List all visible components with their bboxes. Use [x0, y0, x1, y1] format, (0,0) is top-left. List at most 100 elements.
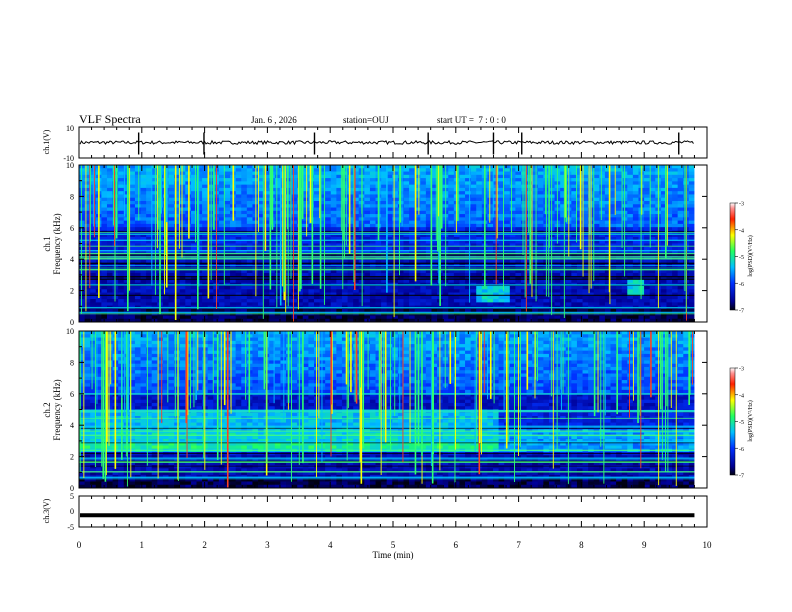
spec-cell: [112, 279, 119, 284]
spec-cell: [459, 220, 466, 225]
spec-cell: [174, 220, 181, 225]
spec-cell: [134, 243, 141, 248]
spec-cell: [509, 210, 516, 215]
spec-cell: [403, 178, 410, 182]
spec-cell: [308, 165, 315, 169]
spec-cell: [246, 295, 253, 300]
spec-cell: [196, 269, 203, 274]
spec-cell: [593, 315, 600, 320]
spec-cell: [190, 174, 197, 179]
spec-cell: [392, 200, 399, 205]
spec-cell: [123, 250, 130, 254]
spec-cell: [353, 174, 360, 179]
spec-cell: [79, 259, 85, 264]
spec-cell: [593, 272, 600, 277]
spec-cell: [554, 302, 561, 307]
spec-cell: [476, 214, 483, 218]
spec-cell: [308, 299, 315, 303]
spec-cell: [588, 289, 595, 293]
spec-cell: [521, 246, 527, 251]
spec-cell: [101, 220, 108, 225]
spec-cell: [632, 299, 639, 303]
spec-cell: [593, 279, 600, 284]
spec-cell: [381, 217, 388, 221]
spec-cell: [504, 197, 511, 202]
spec-cell: [241, 289, 248, 293]
spec-cell: [235, 174, 242, 179]
spec-cell: [537, 295, 544, 300]
spec-cell: [604, 174, 611, 179]
spec-cell: [459, 308, 466, 313]
spec-cell: [476, 279, 483, 284]
spec-cell: [459, 178, 466, 182]
spec-cell: [347, 174, 354, 179]
spec-cell: [420, 194, 427, 199]
spec-cell: [476, 246, 483, 251]
spec-cell: [498, 181, 505, 186]
spec-cell: [504, 302, 511, 307]
spec-cell: [364, 214, 371, 218]
spec-cell: [571, 184, 578, 189]
spec-cell: [196, 174, 203, 179]
spec-cell: [403, 246, 410, 251]
spec-cell: [369, 276, 376, 280]
spec-cell: [465, 204, 472, 208]
spec-cell: [252, 308, 259, 313]
spec-cell: [174, 171, 181, 176]
spec-cell: [420, 259, 427, 264]
spec-cell: [470, 181, 477, 186]
spec-cell: [498, 233, 505, 238]
spec-cell: [459, 187, 466, 192]
spec-cell: [392, 223, 399, 228]
spec-cell: [79, 269, 85, 274]
spec-cell: [336, 236, 343, 241]
spec-cell: [291, 243, 298, 248]
spec-cell: [241, 178, 248, 182]
spec-cell: [403, 223, 410, 228]
spec-cell: [230, 286, 237, 290]
spec-cell: [465, 174, 472, 179]
spec-cell: [548, 315, 555, 320]
spec-cell: [336, 200, 343, 205]
spec-cell: [202, 171, 209, 176]
spec-cell: [476, 292, 483, 297]
spec-cell: [375, 302, 382, 307]
spec-cell: [532, 210, 539, 215]
spec-cell: [476, 165, 483, 169]
spec-cell: [241, 181, 248, 186]
spec-cell: [235, 210, 242, 215]
spec-cell: [420, 233, 427, 238]
spec-cell: [207, 236, 214, 241]
spec-cell: [414, 236, 421, 241]
spec-cell: [414, 210, 421, 215]
spec-cell: [168, 168, 175, 172]
spec-cell: [112, 210, 119, 215]
spec-cell: [498, 308, 505, 313]
spec-cell: [381, 259, 388, 264]
spec-cell: [258, 246, 265, 251]
spec-cell: [588, 315, 595, 320]
spec-cell: [509, 204, 516, 208]
spec-cell: [274, 259, 281, 264]
spec-cell: [403, 233, 410, 238]
spec-cell: [644, 246, 651, 251]
spec-cell: [235, 223, 242, 228]
spec-cell: [381, 220, 388, 225]
spec-cell: [123, 171, 130, 176]
spec-cell: [448, 174, 455, 179]
spec-cell: [196, 236, 203, 241]
spec-cell: [593, 289, 600, 293]
spec-cell: [369, 289, 376, 293]
spec-cell: [140, 302, 147, 307]
spec-cell: [179, 174, 186, 179]
spec-cell: [274, 308, 281, 313]
spec-cell: [470, 286, 477, 290]
spec-cell: [358, 308, 365, 313]
spec-cell: [487, 207, 494, 212]
spec-cell: [364, 217, 371, 221]
spec-cell: [151, 259, 158, 264]
spec-cell: [364, 276, 371, 280]
spec-cell: [375, 250, 382, 254]
spec-cell: [453, 243, 460, 248]
spec-cell: [291, 286, 298, 290]
